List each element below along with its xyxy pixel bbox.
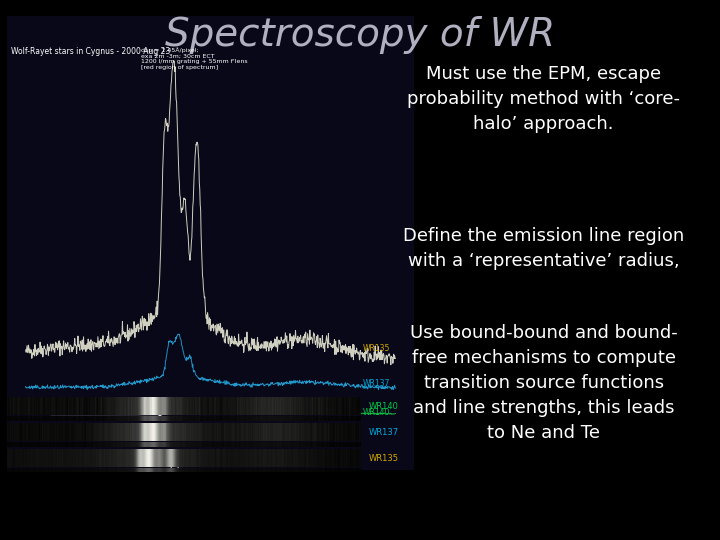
- Text: Use bound-bound and bound-
free mechanisms to compute
transition source function: Use bound-bound and bound- free mechanis…: [410, 324, 678, 442]
- Text: Doppler broadening: Doppler broadening: [12, 403, 81, 409]
- Text: WR140: WR140: [363, 408, 390, 417]
- Text: Spectroscopy of WR: Spectroscopy of WR: [165, 16, 555, 54]
- Text: Wolf-Rayet stars in Cygnus - 2000 Aug 23: Wolf-Rayet stars in Cygnus - 2000 Aug 23: [12, 47, 171, 56]
- Text: WR135: WR135: [363, 344, 390, 353]
- Text: Define the emission line region
with a ‘representative’ radius,: Define the emission line region with a ‘…: [403, 227, 684, 270]
- Text: Must use the EPM, escape
probability method with ‘core-
halo’ approach.: Must use the EPM, escape probability met…: [407, 65, 680, 133]
- Text: WR137: WR137: [369, 428, 398, 437]
- Text: dsp = 1.45Å/pixel;
exa 2m -3m; 30cm ECT
1200 l/mm grating + 55mm f'lens
[red reg: dsp = 1.45Å/pixel; exa 2m -3m; 30cm ECT …: [141, 47, 248, 70]
- Text: [c]Maurice Gavin - VFO: [c]Maurice Gavin - VFO: [170, 460, 251, 467]
- Text: WR135: WR135: [369, 454, 398, 463]
- Text: WR137: WR137: [363, 379, 390, 388]
- Bar: [7, 16, 414, 470]
- Text: WR140: WR140: [369, 402, 398, 411]
